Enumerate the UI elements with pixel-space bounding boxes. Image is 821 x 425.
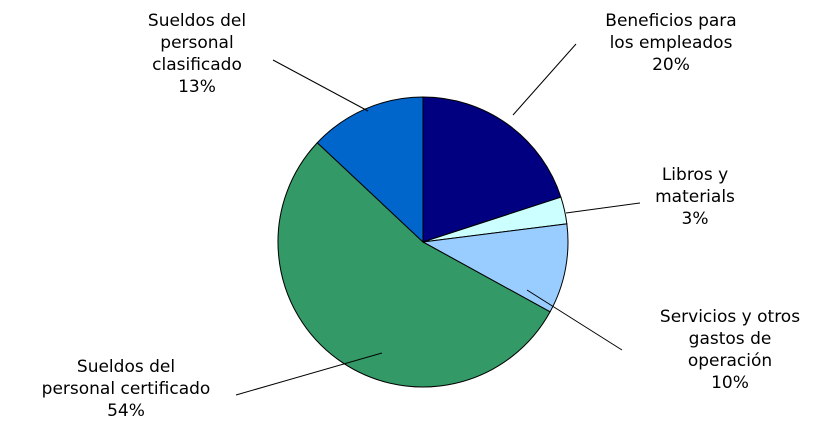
leader-line-sueldos-certificado [235,352,383,396]
pie-slice-sueldos-certificado [277,142,551,388]
slice-label-sueldos-certificado: Sueldos del personal certificado 54% [42,357,211,421]
leader-line-servicios [526,289,623,351]
pie-slice-sueldos-clasificado [316,96,424,244]
pie-slice-beneficios [422,96,562,243]
leader-line-sueldos-clasificado [272,59,369,112]
leader-line-libros [565,202,641,214]
slice-label-servicios: Servicios y otros gastos de operación 10% [660,307,800,393]
leader-line-beneficios [512,43,577,116]
pie-slice-servicios [421,223,569,313]
slice-label-beneficios: Beneficios para los empleados 20% [605,11,736,75]
slice-label-sueldos-clasificado: Sueldos del personal clasificado 13% [148,11,246,97]
slice-label-libros: Libros y materials 3% [655,165,735,229]
